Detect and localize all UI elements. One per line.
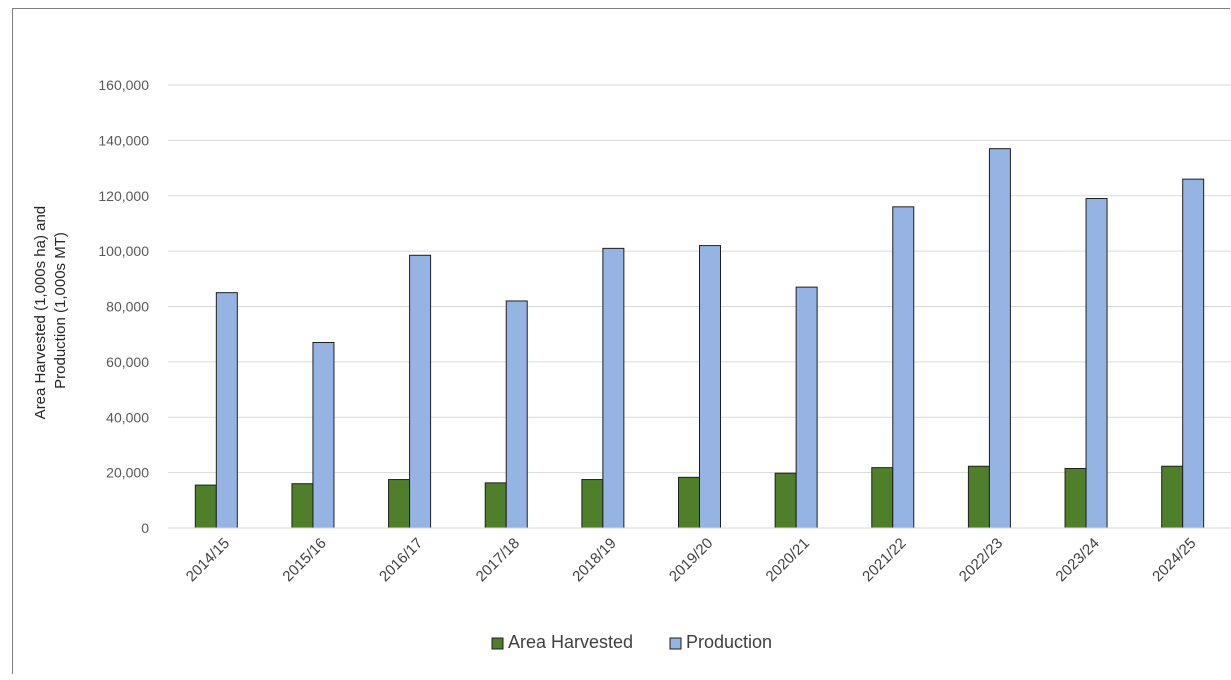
- bar-production: [699, 245, 721, 529]
- y-axis-title: Area Harvested (1,000s ha) and Productio…: [32, 202, 69, 420]
- bar-production: [795, 286, 818, 529]
- bar-area-harvested: [774, 472, 797, 529]
- x-tick-label: 2021/22: [859, 535, 909, 585]
- x-tick-label: 2019/20: [666, 535, 716, 585]
- bar-production: [409, 254, 432, 529]
- bar-production: [215, 292, 238, 529]
- y-tick-label: 160,000: [98, 77, 149, 93]
- y-tick-label: 140,000: [98, 132, 149, 148]
- x-axis-ticks: 2014/15 2015/16 2016/17 2017/18 2018/19 2019/…: [183, 535, 1200, 585]
- bar-area-harvested: [388, 479, 411, 529]
- x-tick-label: 2018/19: [569, 535, 619, 585]
- x-tick-label: 2017/18: [473, 535, 523, 585]
- y-axis-title-line-2: Production (1,000s MT): [52, 232, 69, 389]
- x-tick-label: 2020/21: [763, 535, 813, 585]
- x-tick-label: 2024/25: [1149, 535, 1199, 585]
- legend: Area Harvested Production: [491, 632, 772, 652]
- bar-production: [1182, 178, 1205, 529]
- legend-swatch-area-harvested: [491, 637, 504, 650]
- bar-area-harvested: [484, 482, 507, 529]
- bar-production: [988, 148, 1011, 529]
- chart-frame: 0 20,000 40,000 60,000 80,000 100,000 120,000 1…: [12, 8, 1231, 674]
- bars: [194, 148, 1205, 529]
- bar-production: [1085, 198, 1108, 529]
- bar-area-harvested: [967, 465, 990, 529]
- bar-production: [892, 206, 915, 529]
- y-tick-label: 100,000: [98, 243, 149, 259]
- legend-label-area-harvested: Area Harvested: [508, 632, 633, 652]
- legend-label-production: Production: [686, 632, 772, 652]
- y-tick-label: 120,000: [98, 188, 149, 204]
- y-tick-label: 0: [141, 520, 149, 536]
- y-axis-ticks: 0 20,000 40,000 60,000 80,000 100,000 120,000 1…: [98, 77, 149, 536]
- x-tick-label: 2023/24: [1053, 535, 1103, 585]
- y-tick-label: 80,000: [106, 299, 149, 315]
- bar-production: [505, 300, 528, 529]
- bar-area-harvested: [581, 479, 604, 529]
- bar-production: [312, 341, 335, 529]
- bar-area-harvested: [1064, 467, 1087, 529]
- bar-area-harvested: [678, 476, 700, 529]
- y-tick-label: 20,000: [106, 465, 149, 481]
- x-tick-label: 2022/23: [956, 535, 1006, 585]
- x-tick-label: 2015/16: [279, 535, 329, 585]
- bar-area-harvested: [194, 484, 217, 529]
- bar-production: [602, 247, 625, 529]
- x-tick-label: 2014/15: [183, 535, 233, 585]
- y-tick-label: 40,000: [106, 409, 149, 425]
- bar-chart: 0 20,000 40,000 60,000 80,000 100,000 120,000 1…: [32, 77, 1231, 652]
- y-tick-label: 60,000: [106, 354, 149, 370]
- x-tick-label: 2016/17: [376, 535, 426, 585]
- y-axis-title-line-1: Area Harvested (1,000s ha) and: [32, 206, 49, 419]
- bar-area-harvested: [871, 467, 894, 529]
- bar-area-harvested: [291, 483, 314, 529]
- legend-swatch-production: [669, 637, 682, 650]
- bar-area-harvested: [1161, 465, 1184, 529]
